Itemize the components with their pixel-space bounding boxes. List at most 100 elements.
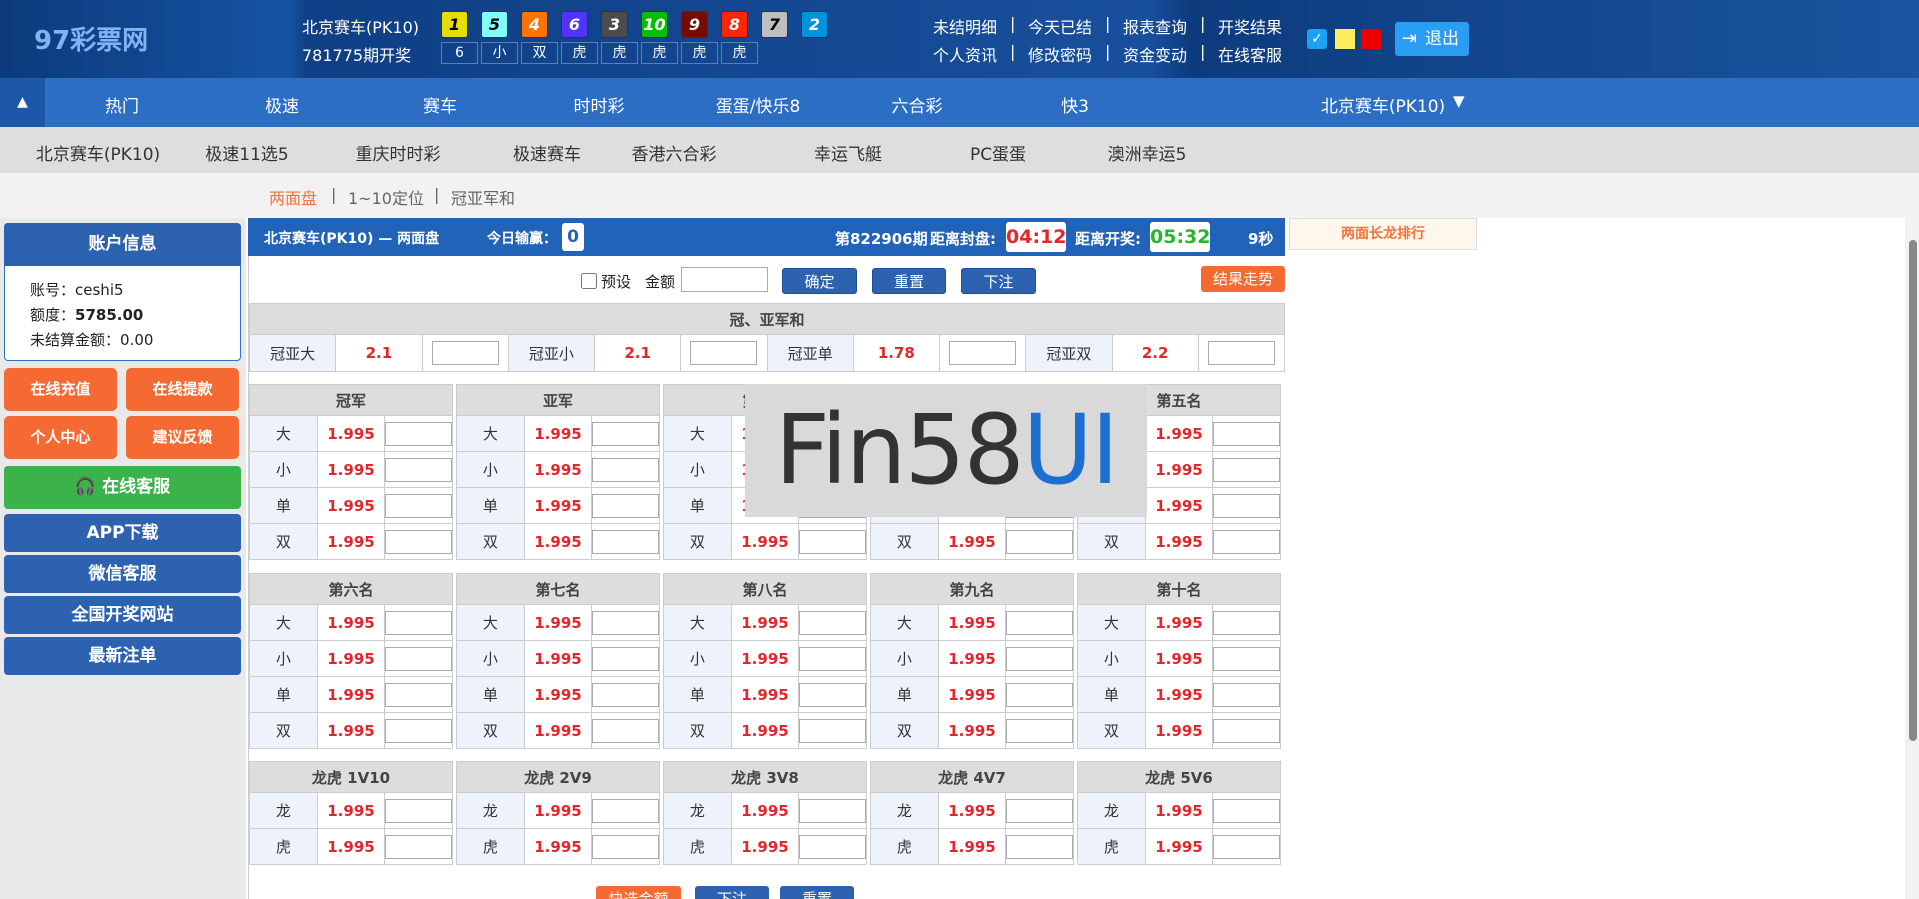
footer-button[interactable]: 重置 [780, 886, 854, 899]
service-button[interactable]: 🎧 在线客服 [4, 466, 241, 509]
sub-nav-item[interactable]: PC蛋蛋 [969, 145, 1027, 165]
trend-button[interactable]: 结果走势 [1201, 266, 1285, 292]
sidebar-link[interactable]: 最新注单 [4, 637, 241, 675]
bet-input[interactable] [431, 341, 499, 365]
header-link[interactable]: 个人资讯 [933, 46, 998, 65]
nav-item[interactable]: 快3 [1061, 97, 1089, 117]
sub-nav-item[interactable]: 重庆时时彩 [355, 145, 441, 165]
bet-input[interactable] [592, 421, 660, 446]
confirm-button[interactable]: 确定 [782, 268, 857, 294]
bet-input[interactable] [385, 798, 453, 823]
nav-item[interactable]: 六合彩 [891, 97, 943, 117]
bet-input[interactable] [1006, 529, 1074, 554]
bet-input[interactable] [385, 682, 453, 707]
sidebar-button[interactable]: 在线提款 [126, 368, 239, 411]
nav-item[interactable]: 蛋蛋/快乐8 [715, 97, 801, 117]
bet-input[interactable] [592, 529, 660, 554]
header-link[interactable]: 资金变动 [1123, 46, 1188, 65]
bet-input[interactable] [949, 341, 1017, 365]
bet-input[interactable] [1213, 493, 1281, 518]
bet-input[interactable] [1006, 834, 1074, 859]
bet-input[interactable] [799, 646, 867, 671]
ranking-tab[interactable]: 两面长龙排行 [1289, 218, 1477, 250]
bet-input[interactable] [1006, 682, 1074, 707]
bet-input[interactable] [799, 682, 867, 707]
sub-nav-item[interactable]: 极速赛车 [513, 145, 581, 165]
header-link[interactable]: 在线客服 [1218, 46, 1283, 65]
bet-input[interactable] [592, 682, 660, 707]
bet-input[interactable] [592, 834, 660, 859]
bet-input[interactable] [799, 718, 867, 743]
bet-input[interactable] [385, 421, 453, 446]
bet-input[interactable] [385, 493, 453, 518]
bet-input[interactable] [1213, 834, 1281, 859]
bet-input[interactable] [1213, 682, 1281, 707]
theme-red[interactable] [1361, 29, 1381, 49]
bet-input[interactable] [799, 610, 867, 635]
bet-input[interactable] [385, 834, 453, 859]
amount-input[interactable] [681, 267, 768, 292]
bet-input[interactable] [1213, 798, 1281, 823]
bet-input[interactable] [799, 798, 867, 823]
nav-item[interactable]: 热门 [105, 97, 139, 117]
bet-input[interactable] [592, 457, 660, 482]
bet-input[interactable] [385, 718, 453, 743]
bet-input[interactable] [799, 834, 867, 859]
bet-input[interactable] [1213, 718, 1281, 743]
bet-input[interactable] [385, 610, 453, 635]
nav-current[interactable]: 北京赛车(PK10) [1320, 97, 1446, 117]
header-link[interactable]: 报表查询 [1123, 18, 1188, 37]
bet-input[interactable] [592, 718, 660, 743]
sub-nav-item[interactable]: 极速11选5 [205, 145, 289, 165]
tab[interactable]: 冠亚军和 [451, 189, 516, 208]
sidebar-button[interactable]: 在线充值 [4, 368, 117, 411]
sub-nav-item[interactable]: 香港六合彩 [631, 145, 717, 165]
bet-input[interactable] [1213, 457, 1281, 482]
nav-item[interactable]: 极速 [265, 97, 299, 117]
sidebar-button[interactable]: 建议反馈 [126, 416, 239, 459]
sub-nav-item[interactable]: 北京赛车(PK10) [35, 145, 161, 165]
bet-input[interactable] [592, 493, 660, 518]
bet-input[interactable] [1213, 421, 1281, 446]
sidebar-link[interactable]: 全国开奖网站 [4, 596, 241, 634]
bet-input[interactable] [1207, 341, 1275, 365]
tab[interactable]: 1~10定位 [348, 189, 424, 208]
tab[interactable]: 两面盘 [269, 189, 318, 208]
bet-input[interactable] [799, 529, 867, 554]
bet-input[interactable] [1006, 610, 1074, 635]
bet-input[interactable] [1213, 529, 1281, 554]
theme-yellow[interactable] [1335, 29, 1355, 49]
sidebar-button[interactable]: 个人中心 [4, 416, 117, 459]
header-link[interactable]: 修改密码 [1028, 46, 1093, 65]
sidebar-link[interactable]: APP下载 [4, 514, 241, 552]
bet-input[interactable] [385, 646, 453, 671]
bet-input[interactable] [1006, 718, 1074, 743]
bet-input[interactable] [592, 610, 660, 635]
preset-checkbox[interactable] [581, 273, 597, 289]
bet-input[interactable] [1213, 610, 1281, 635]
bet-label: 小 [456, 451, 525, 488]
bet-input[interactable] [1213, 646, 1281, 671]
bet-input[interactable] [385, 529, 453, 554]
sidebar-link[interactable]: 微信客服 [4, 555, 241, 593]
bet-input[interactable] [385, 457, 453, 482]
sub-nav-item[interactable]: 幸运飞艇 [814, 145, 882, 165]
reset-button[interactable]: 重置 [872, 268, 946, 294]
bet-input[interactable] [592, 798, 660, 823]
footer-button[interactable]: 下注 [695, 886, 769, 899]
nav-item[interactable]: 时时彩 [573, 97, 625, 117]
footer-button[interactable]: 快选金额 [596, 886, 681, 899]
bet-input[interactable] [592, 646, 660, 671]
nav-item[interactable]: 赛车 [423, 97, 457, 117]
bet-input[interactable] [1006, 646, 1074, 671]
logout-button[interactable]: 退出 ⇥ [1395, 22, 1469, 56]
bet-input[interactable] [690, 341, 758, 365]
bet-input[interactable] [1006, 798, 1074, 823]
collapse-button[interactable]: ▲ [0, 78, 45, 127]
checkbox[interactable]: ✓ [1307, 29, 1327, 49]
sub-nav-item[interactable]: 澳洲幸运5 [1107, 145, 1187, 165]
header-link[interactable]: 未结明细 [933, 18, 998, 37]
header-link[interactable]: 今天已结 [1028, 18, 1093, 37]
submit-button[interactable]: 下注 [961, 268, 1036, 294]
header-link[interactable]: 开奖结果 [1218, 18, 1283, 37]
